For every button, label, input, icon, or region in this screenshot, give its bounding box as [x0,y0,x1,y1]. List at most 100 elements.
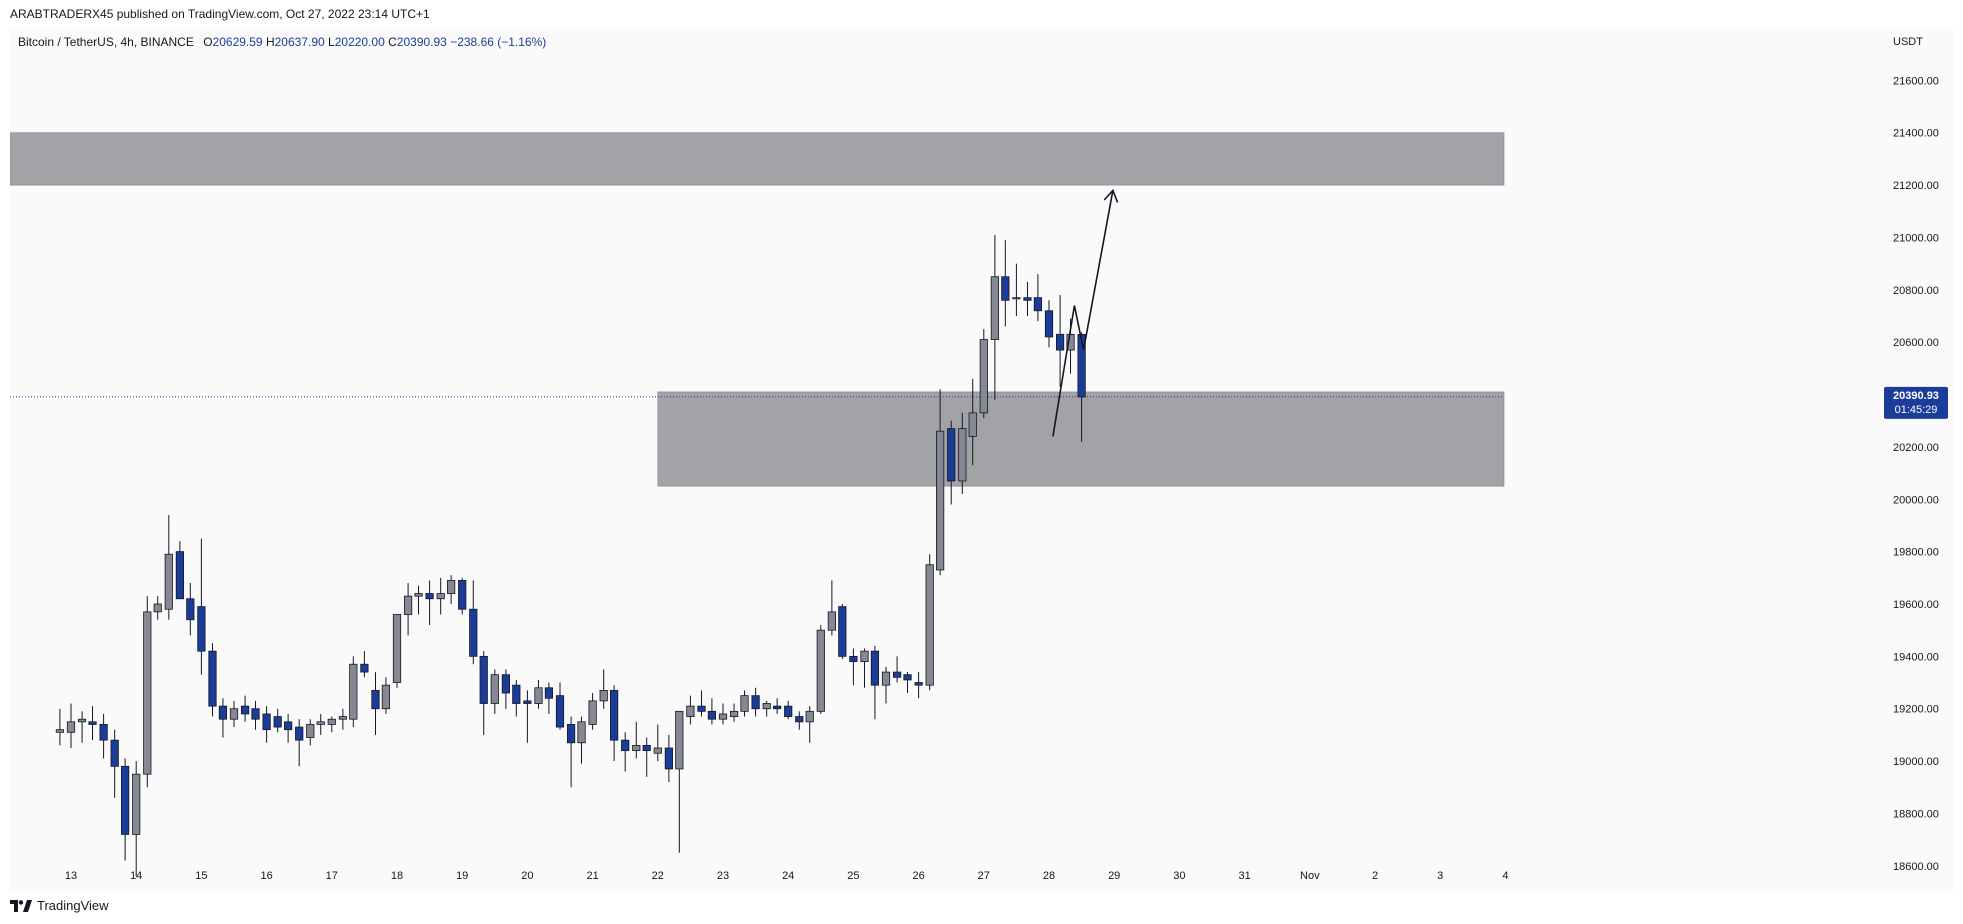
symbol-description[interactable]: Bitcoin / TetherUS, 4h, BINANCE [18,35,194,49]
candle[interactable] [577,716,586,764]
candle[interactable] [968,378,977,466]
candle[interactable] [566,716,576,788]
candle[interactable] [870,645,880,720]
candle[interactable] [816,624,825,714]
candle[interactable] [218,698,228,738]
candle[interactable] [1044,300,1054,348]
candle[interactable] [860,648,869,688]
candle[interactable] [555,682,565,730]
candle[interactable] [534,679,543,709]
candle[interactable] [925,554,934,691]
candle[interactable] [599,669,608,709]
candle[interactable] [958,412,967,495]
candle[interactable] [88,706,97,741]
candle[interactable] [436,577,445,615]
candle[interactable] [795,711,804,730]
candle[interactable] [66,703,76,748]
candle[interactable] [751,687,760,717]
support-zone[interactable] [657,391,1505,487]
price-axis[interactable]: USDT 18600.00 18800.00 19000.00 19200.00 194… [1893,36,1939,873]
candle[interactable] [740,690,749,717]
candle[interactable] [979,329,988,419]
candle[interactable] [208,643,217,717]
candle[interactable] [240,695,250,722]
candle[interactable] [697,690,706,717]
candle[interactable] [338,708,347,730]
candle[interactable] [153,596,162,620]
candle[interactable] [175,541,184,600]
candle[interactable] [947,420,956,505]
candle[interactable] [1023,281,1032,316]
candle[interactable] [632,721,641,759]
candle[interactable] [1012,263,1021,316]
candle[interactable] [371,672,380,735]
candle[interactable] [284,713,293,743]
resistance-zone[interactable] [10,132,1505,186]
candle[interactable] [707,698,717,725]
candle[interactable] [295,719,304,767]
candle[interactable] [273,708,282,733]
candle[interactable] [1077,332,1086,442]
chart-pane[interactable]: USDT 18600.00 18800.00 19000.00 19200.00 194… [10,28,1953,892]
candle[interactable] [1001,240,1010,327]
candle[interactable] [381,677,391,714]
candle[interactable] [827,580,836,636]
candle[interactable] [588,693,597,730]
candle[interactable] [251,700,260,730]
candle[interactable] [77,711,87,743]
candle[interactable] [784,700,793,720]
candle[interactable] [121,758,130,861]
candle[interactable] [718,703,728,725]
candle[interactable] [349,656,358,728]
candle[interactable] [186,583,195,636]
candle[interactable] [881,666,891,704]
candle[interactable] [675,710,684,853]
candle[interactable] [653,724,662,762]
candle[interactable] [414,585,423,615]
candle[interactable] [621,732,630,772]
candle[interactable] [55,708,65,746]
candle[interactable] [316,713,325,735]
candle[interactable] [936,389,945,576]
candle[interactable] [523,690,532,743]
candle[interactable] [838,604,847,659]
candle[interactable] [1033,274,1043,322]
candle[interactable] [544,682,554,714]
tradingview-logo[interactable]: TradingView [10,898,109,913]
candle[interactable] [664,734,673,783]
candle[interactable] [360,651,369,678]
candle[interactable] [1055,295,1065,387]
candle[interactable] [729,703,739,722]
candle[interactable] [642,737,651,777]
candle[interactable] [892,656,902,683]
candle[interactable] [469,580,478,665]
time-axis[interactable]: 13 14 15 16 17 18 19 20 21 22 23 24 25 26 27 28 29 30 31 No… [65,870,1509,882]
candle[interactable] [512,679,521,717]
candle[interactable] [132,761,141,877]
candle[interactable] [143,596,152,788]
candle[interactable] [990,234,999,400]
candle[interactable] [99,713,108,759]
candle[interactable] [903,672,912,694]
candle[interactable] [458,577,467,615]
candle[interactable] [392,614,402,688]
candle[interactable] [197,538,206,675]
candle[interactable] [686,695,695,725]
candle[interactable] [490,669,499,714]
candle[interactable] [849,648,858,686]
candlestick-chart[interactable]: USDT 18600.0018800.0019000.0019200.00194… [10,28,1953,892]
candle[interactable] [914,672,923,699]
candle[interactable] [403,583,413,636]
candle[interactable] [262,706,271,743]
candle[interactable] [229,700,239,728]
candle[interactable] [425,580,434,625]
candle[interactable] [447,575,456,604]
candle[interactable] [479,651,488,735]
candle[interactable] [501,669,510,709]
candle[interactable] [805,706,814,743]
candle[interactable] [110,729,119,798]
candle[interactable] [327,716,336,733]
candle[interactable] [610,685,619,762]
candle[interactable] [773,698,782,714]
candle[interactable] [762,700,771,717]
